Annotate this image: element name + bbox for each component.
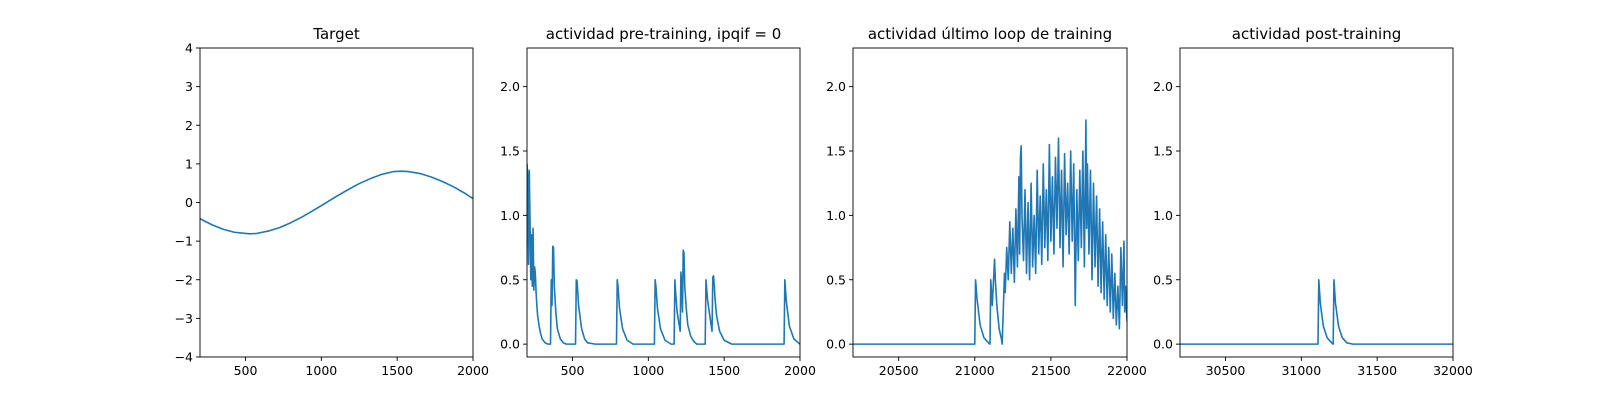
y-tick-label: 1.0 <box>826 208 846 223</box>
y-tick-label: 4 <box>185 41 193 56</box>
axes-frame <box>526 47 801 358</box>
subplot-4: actividad post-training 30500 31000 31500 32… <box>1153 25 1473 378</box>
x-tick-label: 22000 <box>1107 363 1147 378</box>
x-tick-label: 1500 <box>708 363 740 378</box>
series-line <box>1180 278 1453 345</box>
y-tick-label: 2.0 <box>1153 79 1173 94</box>
y-tick-label: 3 <box>185 79 193 94</box>
y-tick-label: 0.5 <box>1153 272 1173 287</box>
subplot-title: actividad pre-training, ipqif = 0 <box>546 25 782 43</box>
axes-frame <box>852 47 1128 358</box>
series-line <box>200 170 473 235</box>
axes-frame <box>1179 47 1454 358</box>
y-tick-label: 0 <box>185 195 193 210</box>
x-tick-label: 32000 <box>1433 363 1473 378</box>
y-tick-label: 2.0 <box>500 79 520 94</box>
y-tick-label: 2.0 <box>826 79 846 94</box>
x-tick-label: 30500 <box>1206 363 1246 378</box>
y-tick-label: 0.5 <box>826 272 846 287</box>
x-tick-label: 31000 <box>1281 363 1321 378</box>
y-tick-label: 0.0 <box>500 337 520 352</box>
series-line <box>853 119 1127 345</box>
x-tick-label: 2000 <box>784 363 816 378</box>
x-tick-label: 31500 <box>1357 363 1397 378</box>
x-tick-label: 1000 <box>632 363 664 378</box>
y-tick-label: 1.5 <box>500 144 520 159</box>
subplot-3: actividad último loop de training 20500 21… <box>826 25 1147 378</box>
subplot-1: Target 500 1000 1500 2000 −4 −3 −2 −1 0 1 2 3 4 <box>175 25 489 378</box>
subplot-title: actividad post-training <box>1232 25 1401 43</box>
y-tick-label: 0.0 <box>826 337 846 352</box>
subplot-title: Target <box>312 25 360 43</box>
subplot-2: actividad pre-training, ipqif = 0 500 1000… <box>500 25 816 378</box>
y-tick-label: 1.0 <box>1153 208 1173 223</box>
y-tick-label: −4 <box>175 350 193 365</box>
axes-frame <box>199 47 474 358</box>
y-tick-label: 1.5 <box>1153 144 1173 159</box>
y-tick-label: 1 <box>185 156 193 171</box>
x-tick-label: 1000 <box>305 363 337 378</box>
x-tick-label: 2000 <box>457 363 489 378</box>
x-tick-label: 500 <box>561 363 585 378</box>
y-tick-label: −3 <box>175 311 193 326</box>
y-tick-label: 1.0 <box>500 208 520 223</box>
y-tick-label: 2 <box>185 118 193 133</box>
x-tick-label: 21500 <box>1031 363 1071 378</box>
y-tick-label: 1.5 <box>826 144 846 159</box>
x-tick-label: 1500 <box>381 363 413 378</box>
y-tick-label: −1 <box>175 234 193 249</box>
subplot-title: actividad último loop de training <box>868 25 1112 43</box>
series-line <box>527 163 800 345</box>
x-tick-label: 500 <box>234 363 258 378</box>
x-tick-label: 21000 <box>955 363 995 378</box>
x-tick-label: 20500 <box>879 363 919 378</box>
y-tick-label: −2 <box>175 272 193 287</box>
y-tick-label: 0.5 <box>500 272 520 287</box>
y-tick-label: 0.0 <box>1153 337 1173 352</box>
